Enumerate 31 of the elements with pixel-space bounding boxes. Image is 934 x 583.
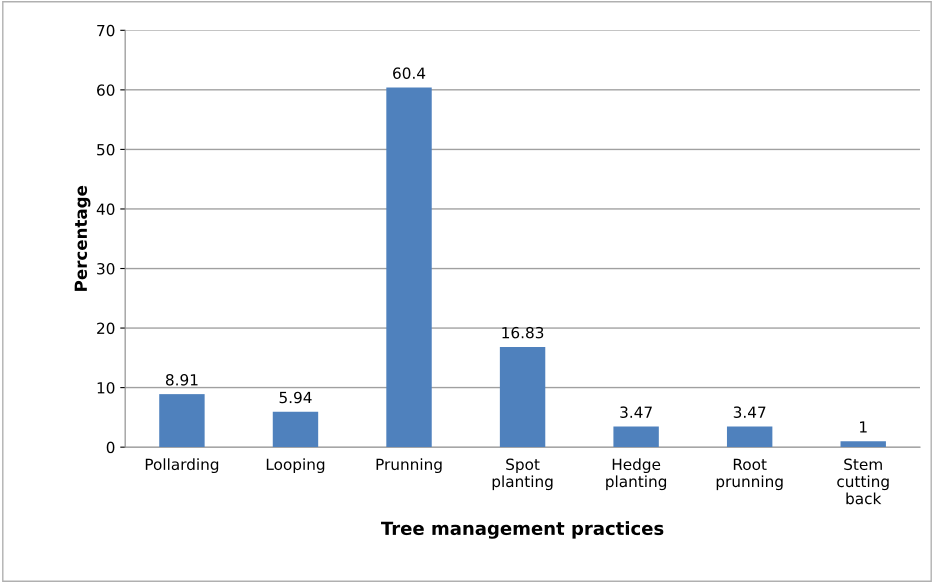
bar	[159, 394, 205, 448]
x-tick-label: Stem cutting back	[837, 458, 889, 504]
data-label: 5.94	[280, 392, 312, 404]
bar	[840, 441, 886, 448]
data-label: 1	[860, 421, 867, 432]
y-tick-label: 50	[97, 144, 114, 156]
y-tick-label: 30	[97, 262, 114, 275]
y-axis-title: Percentage	[74, 186, 90, 291]
data-label: 16.83	[502, 326, 544, 338]
data-label: 3.47	[734, 406, 766, 418]
x-tick-label: Hedge planting	[606, 458, 666, 490]
x-axis-title: Tree management practices	[381, 521, 664, 539]
data-label: 8.91	[166, 374, 198, 386]
data-label: 60.4	[393, 67, 426, 79]
x-tick-label: Looping	[266, 458, 324, 474]
y-tick-label: 20	[97, 322, 114, 334]
y-tick-label: 60	[97, 84, 114, 96]
y-tick-label: 40	[96, 203, 114, 215]
y-tick-label: 0	[106, 442, 114, 454]
x-tick-label: Spot planting	[492, 458, 552, 490]
bar	[726, 426, 772, 448]
bar	[386, 87, 432, 448]
y-tick-label: 70	[97, 24, 114, 36]
x-tick-label: Pollarding	[146, 458, 218, 474]
bar	[272, 412, 318, 448]
data-label: 3.47	[620, 406, 652, 418]
x-tick-label: Prunning	[376, 458, 442, 474]
bar	[613, 426, 659, 448]
y-tick-label: 10	[98, 382, 114, 394]
x-tick-label: Root prunning	[716, 458, 783, 490]
bar	[500, 346, 546, 448]
